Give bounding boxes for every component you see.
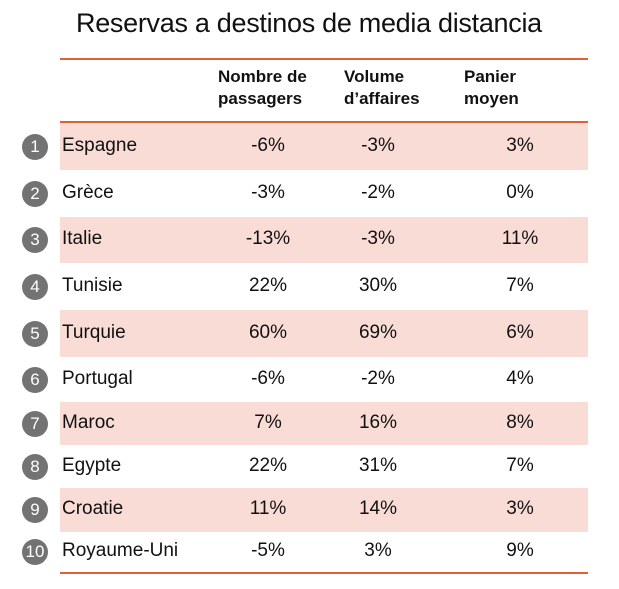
cell-volume: 30% [358, 274, 398, 296]
cell-panier: 7% [506, 454, 534, 476]
row-band [60, 402, 588, 445]
table-row: 7 Maroc 7% 16% 8% [0, 402, 619, 445]
header-panier: Panier moyen [464, 66, 519, 110]
cell-country: Italie [62, 228, 103, 249]
row-band [60, 123, 588, 170]
cell-passagers: -6% [251, 134, 285, 156]
cell-panier: 0% [506, 181, 534, 203]
cell-passagers: 60% [248, 321, 288, 343]
rank-badge: 3 [22, 227, 48, 253]
table-row: 6 Portugal -6% -2% 4% [0, 357, 619, 402]
cell-passagers: -3% [251, 181, 285, 203]
table-row: 1 Espagne -6% -3% 3% [0, 123, 619, 170]
table-bottom-rule [60, 572, 588, 574]
cell-panier: 7% [506, 274, 534, 296]
header-volume: Volume d’affaires [344, 66, 420, 110]
table-row: 2 Grèce -3% -2% 0% [0, 170, 619, 217]
cell-volume: 16% [358, 411, 398, 433]
cell-volume: -3% [361, 134, 395, 156]
rank-badge: 8 [22, 453, 48, 480]
cell-passagers: 22% [248, 454, 288, 476]
rank-badge: 6 [22, 366, 48, 393]
header-line: d’affaires [344, 89, 420, 108]
table-row: 5 Turquie 60% 69% 6% [0, 310, 619, 357]
cell-panier: 6% [506, 321, 534, 343]
rank-badge: 10 [22, 539, 48, 565]
header-line: moyen [464, 89, 519, 108]
cell-country: Croatie [62, 498, 124, 519]
cell-passagers: -5% [251, 540, 285, 561]
cell-country: Espagne [62, 134, 138, 156]
cell-passagers: 7% [254, 411, 282, 433]
rank-badge: 2 [22, 180, 48, 207]
rank-badge: 5 [22, 320, 48, 347]
rank-badge: 4 [22, 273, 48, 300]
rank-badge: 7 [22, 410, 48, 437]
cell-panier: 8% [506, 411, 534, 433]
cell-passagers: -6% [251, 367, 285, 389]
header-line: Volume [344, 67, 405, 86]
cell-volume: 69% [358, 321, 398, 343]
header-line: Nombre de [218, 67, 307, 86]
rank-badge: 9 [22, 497, 48, 523]
table-row: 9 Croatie 11% 14% 3% [0, 488, 619, 532]
cell-country: Egypte [62, 454, 122, 476]
rank-badge: 1 [22, 133, 48, 160]
cell-country: Grèce [62, 181, 114, 203]
row-band [60, 310, 588, 357]
header-passagers: Nombre de passagers [218, 66, 307, 110]
cell-passagers: 22% [248, 274, 288, 296]
cell-panier: 4% [506, 367, 534, 389]
table-row: 10 Royaume-Uni -5% 3% 9% [0, 532, 619, 572]
cell-panier: 3% [506, 134, 534, 156]
cell-panier: 3% [506, 498, 534, 519]
header-line: Panier [464, 67, 516, 86]
cell-volume: -3% [361, 228, 395, 249]
table-top-rule [60, 58, 588, 60]
cell-country: Portugal [62, 367, 133, 389]
cell-country: Maroc [62, 411, 115, 433]
cell-country: Royaume-Uni [62, 540, 179, 561]
cell-panier: 9% [506, 540, 534, 561]
page-title: Reservas a destinos de media distancia [76, 8, 542, 38]
cell-country: Turquie [62, 321, 126, 343]
cell-passagers: 11% [249, 498, 287, 519]
header-line: passagers [218, 89, 303, 108]
header-rule [60, 121, 588, 123]
cell-panier: 11% [501, 228, 539, 249]
cell-volume: -2% [361, 181, 395, 203]
table-row: 4 Tunisie 22% 30% 7% [0, 263, 619, 310]
row-band [60, 488, 588, 532]
table-row: 8 Egypte 22% 31% 7% [0, 445, 619, 488]
cell-volume: 31% [358, 454, 398, 476]
table-row: 3 Italie -13% -3% 11% [0, 217, 619, 263]
cell-volume: -2% [361, 367, 395, 389]
cell-volume: 3% [364, 540, 392, 561]
cell-country: Tunisie [62, 274, 123, 296]
cell-volume: 14% [358, 498, 398, 519]
row-band [60, 217, 588, 263]
cell-passagers: -13% [245, 228, 291, 249]
